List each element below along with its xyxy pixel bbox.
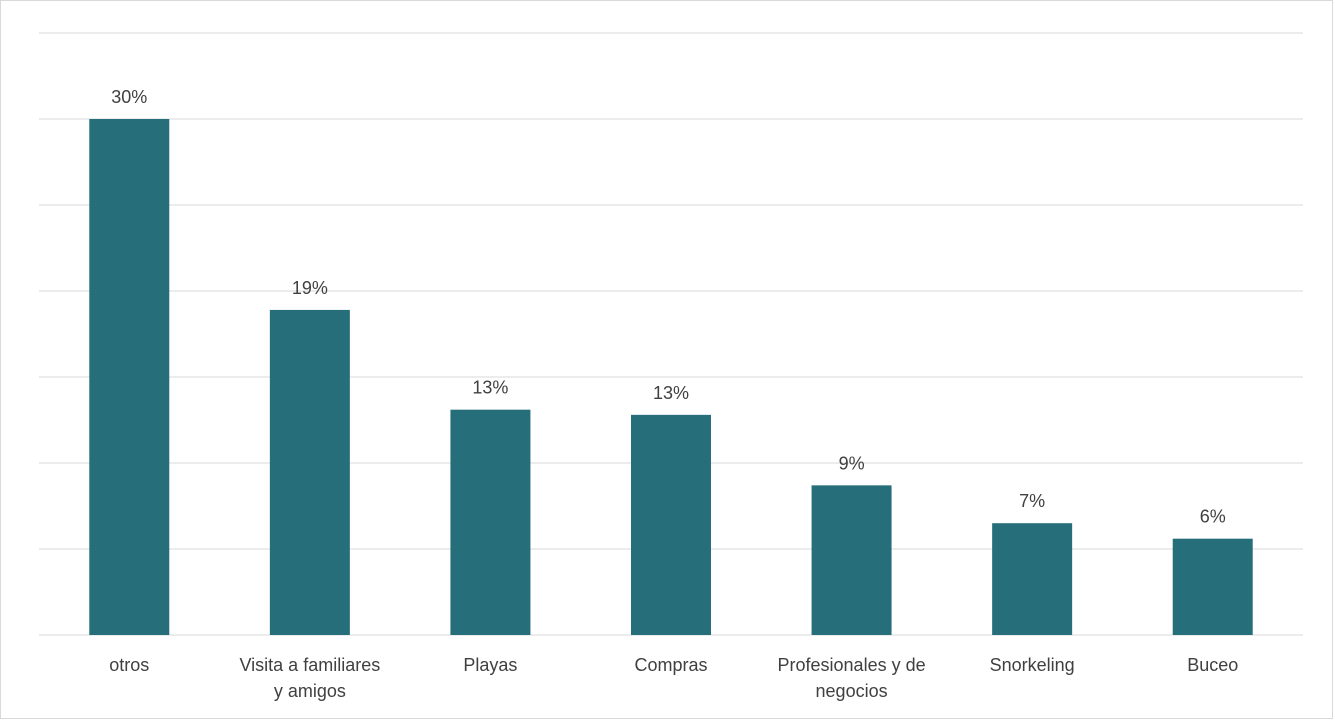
data-label: 13% <box>472 378 508 398</box>
category-label: Buceo <box>1187 655 1238 675</box>
data-label: 7% <box>1019 491 1045 511</box>
bars <box>89 119 1253 635</box>
category-label: Visita a familiares <box>239 655 380 675</box>
data-label: 30% <box>111 87 147 107</box>
category-label: otros <box>109 655 149 675</box>
category-label: y amigos <box>274 681 346 701</box>
data-label: 19% <box>292 278 328 298</box>
bar <box>1172 538 1253 635</box>
category-label: Compras <box>634 655 707 675</box>
category-label: Profesionales y de <box>778 655 926 675</box>
data-label: 13% <box>653 383 689 403</box>
category-labels: otros Visita a familiares y amigos Playas Co… <box>109 655 1238 701</box>
bar <box>992 523 1073 635</box>
bar <box>269 309 350 635</box>
data-label: 6% <box>1200 507 1226 527</box>
category-label: negocios <box>816 681 888 701</box>
bar <box>89 119 170 635</box>
data-label: 9% <box>839 453 865 473</box>
bar <box>450 409 531 635</box>
category-label: Playas <box>463 655 517 675</box>
data-labels: 30% 19% 13% 13% 9% 7% 6% <box>111 87 1225 527</box>
category-label: Snorkeling <box>990 655 1075 675</box>
bar <box>631 414 711 635</box>
bar <box>811 485 892 635</box>
